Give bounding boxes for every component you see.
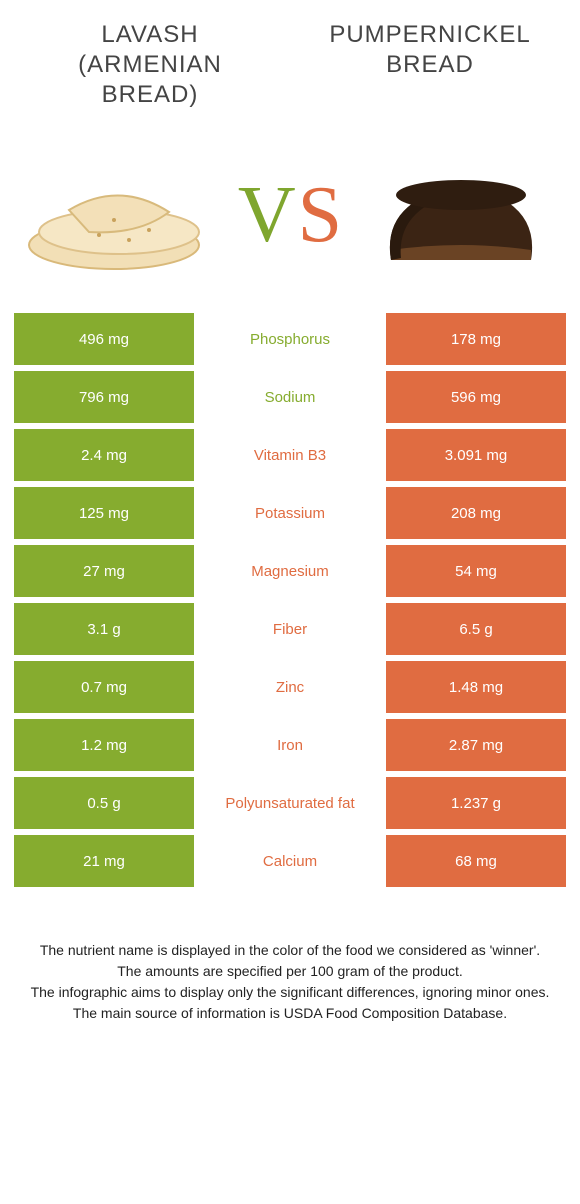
vs-label: V S <box>238 175 342 255</box>
left-food-title: LAVASH (ARMENIAN BREAD) <box>30 20 270 110</box>
nutrient-label: Polyunsaturated fat <box>194 795 386 812</box>
footer-line: The nutrient name is displayed in the co… <box>16 940 564 961</box>
footer-line: The infographic aims to display only the… <box>16 982 564 1003</box>
nutrient-label: Calcium <box>194 853 386 870</box>
header: LAVASH (ARMENIAN BREAD) PUMPERNICKEL BRE… <box>0 0 580 120</box>
table-row: 0.7 mgZinc1.48 mg <box>14 658 566 716</box>
nutrient-label: Vitamin B3 <box>194 447 386 464</box>
right-value: 1.48 mg <box>386 661 566 713</box>
right-value: 54 mg <box>386 545 566 597</box>
vs-s: S <box>298 175 343 255</box>
nutrition-table: 496 mgPhosphorus178 mg796 mgSodium596 mg… <box>14 310 566 890</box>
right-value: 596 mg <box>386 371 566 423</box>
footer-notes: The nutrient name is displayed in the co… <box>0 890 580 1024</box>
table-row: 796 mgSodium596 mg <box>14 368 566 426</box>
nutrient-label: Potassium <box>194 505 386 522</box>
left-value: 3.1 g <box>14 603 194 655</box>
right-value: 68 mg <box>386 835 566 887</box>
nutrient-label: Iron <box>194 737 386 754</box>
nutrient-label: Phosphorus <box>194 331 386 348</box>
left-value: 125 mg <box>14 487 194 539</box>
nutrient-label: Sodium <box>194 389 386 406</box>
left-value: 796 mg <box>14 371 194 423</box>
vs-v: V <box>238 175 296 255</box>
left-value: 27 mg <box>14 545 194 597</box>
table-row: 496 mgPhosphorus178 mg <box>14 310 566 368</box>
footer-line: The amounts are specified per 100 gram o… <box>16 961 564 982</box>
right-value: 208 mg <box>386 487 566 539</box>
left-value: 0.7 mg <box>14 661 194 713</box>
table-row: 125 mgPotassium208 mg <box>14 484 566 542</box>
table-row: 27 mgMagnesium54 mg <box>14 542 566 600</box>
table-row: 0.5 gPolyunsaturated fat1.237 g <box>14 774 566 832</box>
footer-line: The main source of information is USDA F… <box>16 1003 564 1024</box>
right-food-image <box>361 140 561 290</box>
right-value: 2.87 mg <box>386 719 566 771</box>
table-row: 1.2 mgIron2.87 mg <box>14 716 566 774</box>
right-value: 6.5 g <box>386 603 566 655</box>
right-value: 1.237 g <box>386 777 566 829</box>
left-value: 2.4 mg <box>14 429 194 481</box>
right-food-title: PUMPERNICKEL BREAD <box>310 20 550 110</box>
table-row: 2.4 mgVitamin B33.091 mg <box>14 426 566 484</box>
left-value: 0.5 g <box>14 777 194 829</box>
left-value: 496 mg <box>14 313 194 365</box>
table-row: 3.1 gFiber6.5 g <box>14 600 566 658</box>
nutrient-label: Zinc <box>194 679 386 696</box>
nutrient-label: Fiber <box>194 621 386 638</box>
images-row: V S <box>0 120 580 310</box>
right-value: 3.091 mg <box>386 429 566 481</box>
table-row: 21 mgCalcium68 mg <box>14 832 566 890</box>
left-value: 1.2 mg <box>14 719 194 771</box>
left-value: 21 mg <box>14 835 194 887</box>
nutrient-label: Magnesium <box>194 563 386 580</box>
right-value: 178 mg <box>386 313 566 365</box>
left-food-image <box>19 140 219 290</box>
